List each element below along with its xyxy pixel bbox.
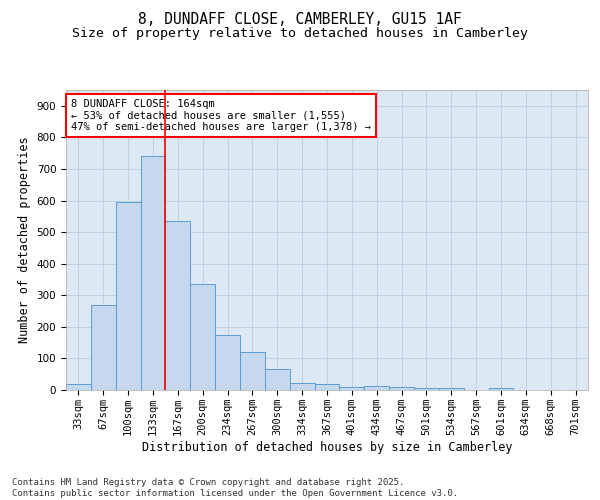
Bar (364, 386, 389, 390)
Bar (414, 388, 439, 390)
Bar (389, 388, 414, 390)
Text: 8 DUNDAFF CLOSE: 164sqm
← 53% of detached houses are smaller (1,555)
47% of semi: 8 DUNDAFF CLOSE: 164sqm ← 53% of detache… (71, 99, 371, 132)
Text: 8, DUNDAFF CLOSE, CAMBERLEY, GU15 1AF: 8, DUNDAFF CLOSE, CAMBERLEY, GU15 1AF (138, 12, 462, 28)
Bar (166, 221, 190, 390)
X-axis label: Distribution of detached houses by size in Camberley: Distribution of detached houses by size … (142, 440, 512, 454)
Bar (240, 352, 265, 390)
Bar (439, 388, 464, 390)
Bar (140, 156, 166, 390)
Bar (66, 384, 91, 390)
Text: Contains HM Land Registry data © Crown copyright and database right 2025.
Contai: Contains HM Land Registry data © Crown c… (12, 478, 458, 498)
Bar (488, 388, 514, 390)
Bar (190, 284, 215, 390)
Bar (290, 383, 314, 390)
Bar (314, 384, 340, 390)
Bar (116, 202, 140, 390)
Bar (340, 387, 364, 390)
Bar (265, 368, 290, 390)
Y-axis label: Number of detached properties: Number of detached properties (18, 136, 31, 344)
Text: Size of property relative to detached houses in Camberley: Size of property relative to detached ho… (72, 28, 528, 40)
Bar (215, 334, 240, 390)
Bar (91, 304, 116, 390)
